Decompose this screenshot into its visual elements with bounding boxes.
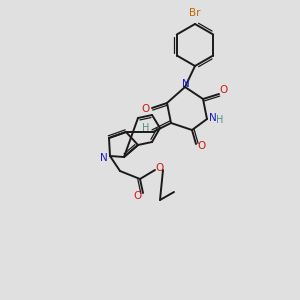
Text: O: O [220, 85, 228, 95]
Text: O: O [156, 163, 164, 173]
Text: O: O [198, 141, 206, 151]
Text: N: N [100, 153, 108, 163]
Text: Br: Br [189, 8, 201, 18]
Text: H: H [142, 123, 150, 133]
Text: O: O [133, 191, 141, 201]
Text: O: O [142, 104, 150, 114]
Text: N: N [182, 79, 190, 89]
Text: H: H [216, 115, 224, 125]
Text: N: N [209, 113, 217, 123]
